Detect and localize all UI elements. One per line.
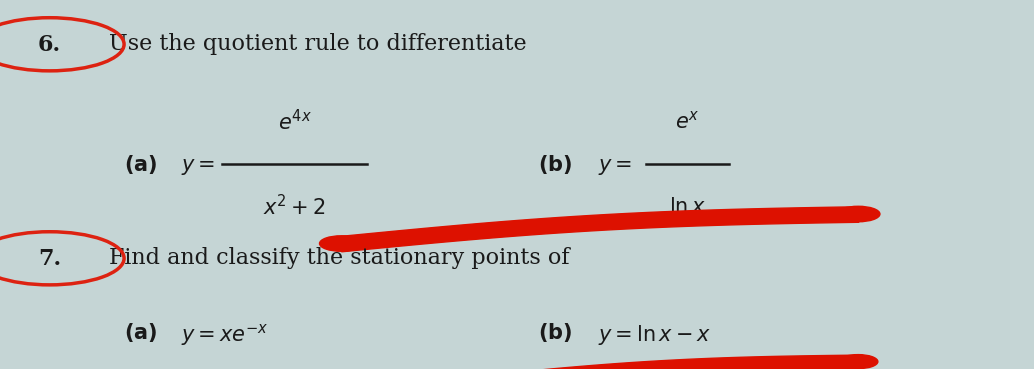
Text: $y=$: $y=$ [598,157,632,177]
Text: $\mathbf{(b)}$: $\mathbf{(b)}$ [538,321,572,344]
Text: $e^x$: $e^x$ [675,111,700,133]
Circle shape [839,355,878,369]
Text: 7.: 7. [38,248,61,270]
Circle shape [320,236,363,251]
Text: $\mathbf{(a)}$: $\mathbf{(a)}$ [124,321,157,344]
Text: 6.: 6. [38,34,61,56]
Text: $x^2+2$: $x^2+2$ [264,194,326,219]
Text: Find and classify the stationary points of: Find and classify the stationary points … [109,247,569,269]
Text: $\mathbf{(a)}$: $\mathbf{(a)}$ [124,153,157,176]
Text: $\ln x$: $\ln x$ [669,197,706,217]
Text: $\mathbf{(b)}$: $\mathbf{(b)}$ [538,153,572,176]
Text: $e^{4x}$: $e^{4x}$ [278,109,311,134]
Text: $y=$: $y=$ [181,157,215,177]
Text: $y = xe^{-x}$: $y = xe^{-x}$ [181,322,269,348]
Text: Use the quotient rule to differentiate: Use the quotient rule to differentiate [109,33,526,55]
Text: $y = \ln x - x$: $y = \ln x - x$ [598,323,711,347]
Circle shape [837,206,880,222]
